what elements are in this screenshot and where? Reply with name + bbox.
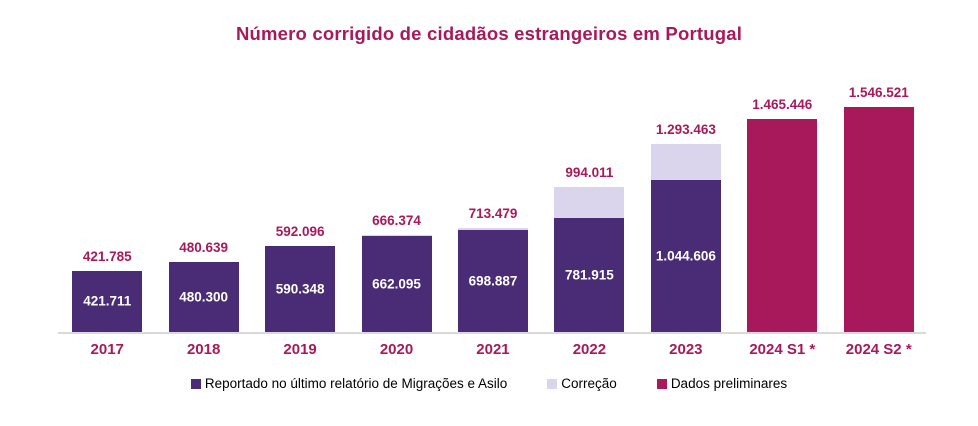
bar-total-label: 480.639	[179, 240, 229, 256]
legend-item-2: Correção	[547, 376, 617, 391]
bar-segment-reported: 698.887	[457, 230, 528, 332]
bar-group-2020: 666.374 662.095	[348, 72, 444, 332]
bar-stack: 590.348	[265, 245, 336, 332]
x-axis-label-2020: 2020	[379, 341, 414, 358]
chart-title: Número corrigido de cidadãos estrangeiro…	[235, 23, 743, 44]
bar-group-2018: 480.639 480.300	[155, 72, 251, 332]
bar-stack	[747, 118, 818, 332]
legend-swatch-icon	[190, 378, 201, 389]
bar-total-label: 1.546.521	[848, 85, 909, 100]
bar-total-label: 713.479	[468, 206, 518, 222]
legend-item-1: Reportado no último relatório de Migraçõ…	[190, 376, 508, 391]
bar-group-2022: 994.011 781.915	[541, 72, 637, 332]
bar-segment-correction	[361, 235, 432, 236]
bar-group-2017: 421.785 421.711	[59, 72, 155, 332]
bar-segment-preliminary	[747, 118, 818, 332]
bar-total-label: 1.465.446	[752, 96, 813, 112]
bar-segment-reported: 480.300	[168, 262, 239, 332]
plot-area: 421.785 421.711 480.639 480.300 592.096 590.3…	[59, 72, 927, 332]
x-axis-label-2022: 2022	[572, 341, 607, 358]
x-axis-label-2024 S2 *: 2024 S2 *	[845, 341, 912, 358]
bar-stack: 781.915	[554, 187, 625, 332]
bar-stack: 421.711	[72, 270, 143, 332]
x-axis-label-2019: 2019	[283, 341, 317, 358]
bar-group-2019: 592.096 590.348	[252, 72, 348, 332]
bar-inside-label: 590.348	[275, 281, 325, 297]
bar-total-label: 666.374	[372, 213, 421, 229]
bar-segment-reported: 1.044.606	[650, 180, 721, 332]
bar-inside-label: 421.711	[83, 293, 132, 309]
x-axis-label-2023: 2023	[669, 341, 703, 358]
bar-inside-label: 480.300	[179, 289, 229, 305]
bar-segment-preliminary	[843, 107, 914, 332]
bar-inside-label: 781.915	[565, 267, 614, 283]
bar-segment-reported: 781.915	[554, 218, 625, 332]
bar-inside-label: 698.887	[468, 273, 518, 289]
bar-group-2021: 713.479 698.887	[445, 72, 541, 332]
bar-stack: 1.044.606	[650, 143, 721, 332]
bar-segment-reported: 590.348	[265, 246, 336, 332]
bar-total-label: 994.011	[565, 165, 614, 181]
bar-stack: 698.887	[457, 228, 528, 332]
legend-swatch-icon	[547, 378, 558, 389]
bar-segment-correction	[650, 143, 721, 181]
bar-segment-reported: 421.711	[72, 270, 143, 332]
bar-group-2024 S1 *: 1.465.446	[734, 72, 830, 332]
bar-total-label: 1.293.463	[655, 121, 716, 137]
bar-stack: 662.095	[361, 235, 432, 332]
bar-stack	[843, 107, 914, 332]
bar-inside-label: 1.044.606	[655, 248, 716, 264]
x-axis-label-2017: 2017	[90, 341, 124, 358]
x-axis-label-2018: 2018	[186, 341, 221, 358]
legend: Reportado no último relatório de Migraçõ…	[0, 376, 978, 391]
legend-label: Dados preliminares	[670, 376, 788, 391]
bar-segment-correction	[457, 228, 528, 231]
bar-segment-correction	[554, 187, 625, 219]
bar-group-2023: 1.293.463 1.044.606	[638, 72, 734, 332]
bar-total-label: 592.096	[275, 223, 325, 239]
x-axis-label-2021: 2021	[476, 341, 510, 358]
legend-item-3: Dados preliminares	[656, 376, 788, 391]
bar-segment-reported: 662.095	[361, 235, 432, 332]
x-axis: 2017 2018 2019 2020 2021 2022 2023 2024 S1 * 202…	[59, 341, 927, 358]
bar-stack: 480.300	[168, 262, 239, 332]
x-axis-label-2024 S1 *: 2024 S1 *	[749, 341, 816, 358]
legend-swatch-icon	[656, 378, 667, 389]
bar-total-label: 421.785	[82, 248, 132, 264]
bar-inside-label: 662.095	[372, 276, 421, 292]
x-axis-line	[58, 332, 926, 334]
bar-group-2024 S2 *: 1.546.521	[831, 72, 927, 332]
legend-label: Correção	[561, 376, 617, 391]
legend-label: Reportado no último relatório de Migraçõ…	[204, 376, 508, 391]
